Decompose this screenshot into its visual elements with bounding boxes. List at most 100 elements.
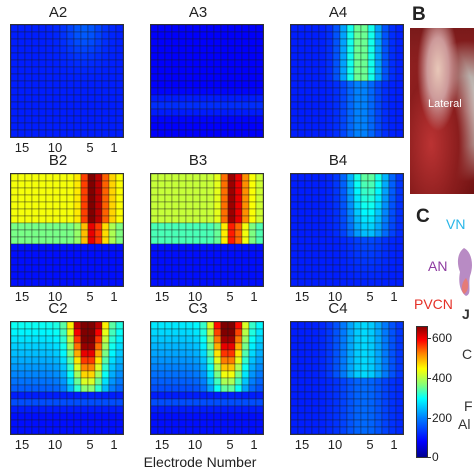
heatmap-cell [367,122,376,131]
heatmap-cell [31,278,40,286]
heatmap-cell [311,426,320,434]
heatmap-cell [164,250,173,259]
heatmap-cell [220,115,229,124]
heatmap-cell [45,370,54,379]
heatmap-cell [297,122,306,131]
heatmap-cell [318,412,327,421]
heatmap-cell [234,115,243,124]
heatmap-cell [31,115,40,124]
heatmap-cell [388,38,397,47]
heatmap-cell [59,335,68,344]
heatmap-cell [151,384,159,393]
heatmap-cell [17,101,26,110]
heatmap-cell [395,59,403,68]
heatmap-cell [17,94,26,103]
heatmap-cell [17,129,26,137]
heatmap-cell [94,419,103,428]
heatmap-cell [395,215,403,224]
heatmap-cell [360,94,369,103]
heatmap-cell [192,278,201,286]
heatmap-cell [38,73,47,82]
heatmap-cell [38,278,47,286]
heatmap-cell [73,94,82,103]
heatmap-cell [24,229,33,238]
heatmap-cell [192,243,201,252]
heatmap-cell [291,87,299,96]
heatmap-cell [318,174,327,182]
heatmap-cell [227,180,236,189]
heatmap-cell [164,370,173,379]
heatmap-cell [66,398,75,407]
heatmap-cell [185,101,194,110]
heatmap-cell [339,25,348,33]
heatmap-cell [157,349,166,358]
heatmap-cell [311,66,320,75]
heatmap-cell [101,278,110,286]
heatmap-cell [248,52,257,61]
heatmap-cell [94,370,103,379]
heatmap-cell [80,271,89,280]
heatmap-cell [192,426,201,434]
heatmap-cell [227,194,236,203]
heatmap-cell [17,398,26,407]
heatmap-cell [171,25,180,33]
heatmap-cell [157,328,166,337]
heatmap-cell [24,271,33,280]
heatmap-cell [115,101,123,110]
heatmap-cell [11,108,19,117]
heatmap-cell [241,215,250,224]
heatmap-cell [87,419,96,428]
heatmap-cell [248,257,257,266]
heatmap-cell [248,236,257,245]
heatmap-cell [325,349,334,358]
heatmap-cell [164,129,173,137]
heatmap-cell [332,370,341,379]
heatmap-cell [353,208,362,217]
heatmap-cell [164,257,173,266]
heatmap-cell [339,87,348,96]
heatmap-cell [24,38,33,47]
heatmap-cell [38,94,47,103]
heatmap-cell [339,129,348,137]
heatmap-cell [45,250,54,259]
heatmap-cell [291,129,299,137]
heatmap-cell [151,187,159,196]
heatmap-cell [73,412,82,421]
heatmap-cell [101,405,110,414]
heatmap-cell [185,412,194,421]
heatmap-cell [381,94,390,103]
heatmap-cell [291,45,299,54]
heatmap-cell [192,335,201,344]
heatmap-cell [220,38,229,47]
heatmap-cell [395,384,403,393]
heatmap-cell [17,264,26,273]
heatmap-cell [108,45,117,54]
heatmap-cell [248,73,257,82]
heatmap-cell [11,229,19,238]
heatmap-cell [374,328,383,337]
heatmap-cell [80,73,89,82]
heatmap-cell [311,391,320,400]
heatmap-cell [206,328,215,337]
heatmap-cell [297,398,306,407]
heatmap-cell [213,257,222,266]
heatmap-cell [11,115,19,124]
heatmap-cell [206,250,215,259]
heatmap-cell [332,45,341,54]
heatmap-cell [45,174,54,182]
heatmap-cell [318,278,327,286]
heatmap-cell [234,222,243,231]
heatmap-cell [332,201,341,210]
heatmap-cell [304,187,313,196]
heatmap-cell [353,201,362,210]
heatmap-cell [31,80,40,89]
heatmap-cell [31,370,40,379]
heatmap-cell [255,115,263,124]
heatmap-cell [360,73,369,82]
heatmap-cell [87,122,96,131]
heatmap-cell [234,87,243,96]
heatmap-cell [360,108,369,117]
heatmap-cell [17,384,26,393]
heatmap-cell [87,180,96,189]
heatmap-cell [234,236,243,245]
